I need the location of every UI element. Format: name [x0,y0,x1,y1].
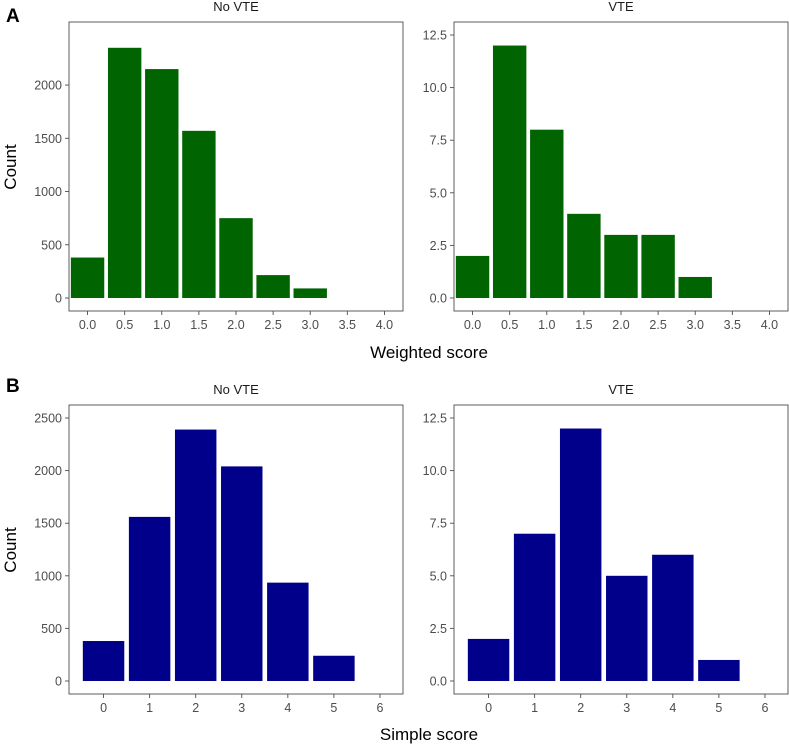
x-axis-title-a: Weighted score [370,343,488,362]
panel-border [453,404,789,695]
x-tick-label: 2.5 [264,318,281,332]
panel-a-no-vte: No VTE 0 500 1000 1500 2000 0.0 0.5 1.0 1.5 2.0 2.5… [34,0,404,332]
x-tick-label: 1 [146,701,153,715]
x-tick-label: 5 [715,701,722,715]
x-tick-label: 6 [761,701,768,715]
x-tick-label: 2 [577,701,584,715]
facet-title: VTE [608,0,634,14]
y-tick-label: 1000 [34,185,62,199]
y-tick-label: 1000 [34,569,62,583]
x-tick-label: 0.0 [79,318,96,332]
panel-a-vte: VTE 0.0 2.5 5.0 7.5 10.0 12.5 0.0 0.5 1.0 1.5 2.0 2.… [423,0,789,332]
x-tick-label: 3.5 [724,318,741,332]
y-tick-label: 5.0 [430,569,447,583]
bar-4 [267,582,309,681]
x-tick-label: 2.0 [612,318,629,332]
bar-4 [652,554,694,681]
y-tick-label: 5.0 [430,186,447,200]
panel-border [68,404,404,695]
x-tick-label: 3.5 [339,318,356,332]
x-tick-label: 4 [669,701,676,715]
x-tick-label: 3 [238,701,245,715]
panel-b-no-vte: No VTE 0 500 1000 1500 2000 2500 0 1 2 3 4 5 6 [34,382,404,715]
x-tick-label: 4 [284,701,291,715]
x-tick-label: 2 [192,701,199,715]
y-tick-label: 500 [41,622,62,636]
bar-2.0 [604,234,638,298]
bar-3.0 [678,276,712,298]
x-axis-title-b: Simple score [380,725,478,744]
y-axis-title-a: Count [1,144,20,190]
x-tick-label: 0 [485,701,492,715]
facet-title: VTE [608,382,634,397]
y-axis-title-b: Count [1,527,20,573]
y-tick-label: 7.5 [430,134,447,148]
bar-3.0 [293,288,327,298]
y-tick-label: 2.5 [430,239,447,253]
bar-1 [128,516,171,681]
y-tick-label: 1500 [34,517,62,531]
bar-2.0 [219,218,253,298]
x-tick-label: 3.0 [302,318,319,332]
bar-0 [82,641,125,681]
y-tick-label: 0.0 [430,291,447,305]
bar-2 [559,428,602,681]
x-tick-label: 2.5 [649,318,666,332]
facet-title: No VTE [213,382,259,397]
x-tick-label: 6 [376,701,383,715]
bar-0.0 [70,257,105,298]
panel-tag-b: B [6,376,20,397]
x-tick-label: 0 [100,701,107,715]
y-tick-label: 7.5 [430,517,447,531]
bar-0.5 [107,47,142,298]
x-tick-label: 0.5 [501,318,518,332]
x-tick-label: 0.0 [464,318,481,332]
bar-1.5 [567,213,601,298]
x-tick-label: 1.0 [538,318,555,332]
y-tick-label: 2500 [34,412,62,426]
x-tick-label: 4.0 [376,318,393,332]
bar-5 [313,655,355,681]
y-tick-label: 2000 [34,79,62,93]
x-tick-label: 4.0 [761,318,778,332]
facet-title: No VTE [213,0,259,14]
bar-1 [513,533,556,681]
x-tick-label: 0.5 [116,318,133,332]
y-tick-label: 12.5 [423,412,447,426]
x-tick-label: 1 [531,701,538,715]
bar-3 [221,466,263,681]
bar-2.5 [256,275,290,298]
y-tick-label: 500 [41,238,62,252]
bar-2 [174,429,217,681]
panel-b-vte: VTE 0.0 2.5 5.0 7.5 10.0 12.5 0 1 2 3 4 5 6 [423,382,789,715]
panel-tag-a: A [6,6,20,27]
bar-2.5 [641,234,675,298]
x-tick-label: 2.0 [227,318,244,332]
bar-0.0 [455,255,490,298]
y-tick-label: 12.5 [423,29,447,43]
bar-3 [606,575,648,681]
bar-1.0 [530,129,564,298]
bar-1.5 [182,130,216,298]
y-tick-label: 0 [55,291,62,305]
bar-0 [467,638,510,681]
y-tick-label: 10.0 [423,464,447,478]
y-tick-label: 10.0 [423,81,447,95]
y-tick-label: 2000 [34,464,62,478]
x-tick-label: 1.5 [190,318,207,332]
x-tick-label: 1.5 [575,318,592,332]
y-tick-label: 0 [55,674,62,688]
y-tick-label: 0.0 [430,674,447,688]
x-tick-label: 5 [330,701,337,715]
bar-5 [698,659,740,681]
y-tick-label: 1500 [34,132,62,146]
bar-0.5 [492,45,527,298]
x-tick-label: 3 [623,701,630,715]
y-tick-label: 2.5 [430,622,447,636]
x-tick-label: 1.0 [153,318,170,332]
bar-1.0 [145,69,179,298]
x-tick-label: 3.0 [687,318,704,332]
